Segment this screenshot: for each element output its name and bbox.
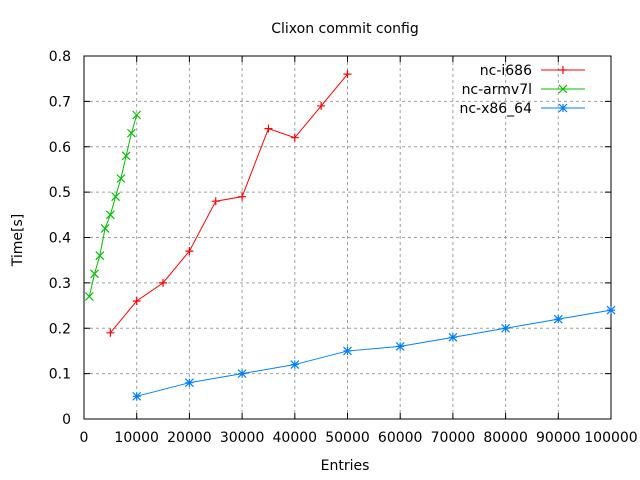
y-tick-label: 0.1 [49,367,71,383]
data-point [100,224,110,233]
plot-border [83,55,612,420]
data-point [553,314,563,324]
y-tick-label: 0.7 [49,94,71,110]
legend-marker [559,66,567,74]
data-point [290,360,300,369]
legend: nc-i686 nc-armv7l nc-x86_64 [459,63,585,117]
data-point [211,197,220,206]
data-point [237,369,247,379]
series-layer [84,70,616,401]
data-point [116,174,126,183]
data-point [106,328,115,337]
data-point [606,305,616,315]
x-tick-label: 60000 [378,430,423,446]
x-tick-label: 0 [80,430,89,446]
data-point [290,133,299,142]
data-point [501,323,511,333]
data-point [132,391,142,401]
data-point [395,341,405,351]
ticks: 0 10000 20000 30000 40000 50000 60000 70000 8000… [49,49,638,446]
x-tick-label: 40000 [273,430,318,446]
data-point [238,192,247,201]
data-point [343,70,352,79]
x-tick-label: 100000 [584,430,637,446]
x-tick-label: 20000 [167,430,212,446]
y-axis-label: Time[s] [10,214,26,267]
data-point [448,332,458,342]
data-point [127,128,136,138]
x-tick-label: 10000 [114,430,159,446]
x-tick-label: 80000 [483,430,528,446]
y-tick-label: 0.3 [49,276,71,292]
data-point [132,110,142,120]
x-tick-label: 50000 [325,430,370,446]
x-tick-label: 30000 [220,430,265,446]
data-point [317,101,326,110]
series-line-nc-i686 [109,73,348,334]
data-point [132,297,141,306]
data-point [184,378,194,388]
y-tick-label: 0.8 [49,49,71,65]
y-tick-label: 0.4 [49,231,71,247]
series-nc-x86_64 [132,305,616,401]
data-point [343,346,352,356]
x-axis-label: Entries [321,458,370,474]
x-tick-label: 90000 [536,430,581,446]
y-tick-label: 0.6 [49,140,71,156]
data-point [121,151,131,161]
data-point [264,124,273,133]
series-line-nc-armv7l [88,114,138,297]
legend-label: nc-i686 [480,63,532,79]
y-tick-label: 0 [62,412,71,428]
series-nc-armv7l [84,110,142,301]
legend-marker [558,103,568,113]
legend-label: nc-x86_64 [459,101,532,117]
data-point [185,247,194,256]
series-nc-i686 [106,70,352,337]
series-line-nc-x86_64 [136,309,612,397]
y-tick-label: 0.2 [49,321,71,337]
data-point [95,251,105,261]
x-tick-label: 70000 [431,430,476,446]
y-tick-label: 0.5 [49,185,71,201]
chart-title: Clixon commit config [271,21,419,37]
legend-marker [558,84,568,94]
data-point [105,210,115,220]
data-point [159,278,168,287]
data-point [111,192,121,202]
grid [84,56,611,419]
data-point [84,292,94,301]
data-point [90,269,99,279]
legend-label: nc-armv7l [462,82,532,98]
